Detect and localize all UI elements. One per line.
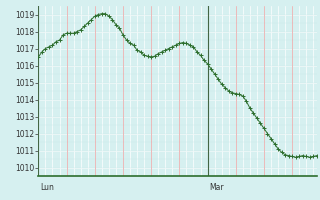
Text: Mar: Mar xyxy=(209,183,224,192)
Text: Lun: Lun xyxy=(40,183,54,192)
